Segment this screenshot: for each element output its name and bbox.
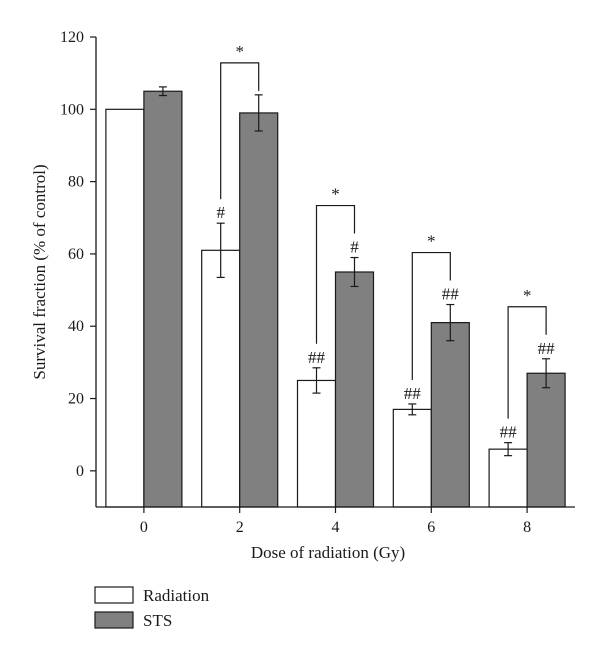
y-tick-label-20: 20: [68, 391, 84, 408]
significance-mark-radiation-2: #: [216, 203, 225, 222]
y-tick-label-80: 80: [68, 174, 84, 191]
plot-area: ############****: [105, 42, 566, 508]
legend-label-radiation: Radiation: [143, 586, 210, 605]
significance-mark-sts-8: ##: [538, 339, 556, 358]
comparison-bracket-2: [220, 62, 260, 200]
comparison-label-2: *: [235, 42, 244, 61]
y-tick-label-40: 40: [68, 318, 84, 335]
legend: Radiation STS: [94, 586, 210, 630]
significance-mark-radiation-4: ##: [308, 348, 326, 367]
comparison-bracket-4: [315, 204, 356, 344]
x-tick-label-2: 2: [236, 519, 244, 536]
bar-radiation-2: [201, 249, 241, 508]
significance-mark-radiation-8: ##: [500, 423, 518, 442]
significance-mark-radiation-6: ##: [404, 384, 422, 403]
bar-sts-8: [526, 372, 566, 508]
bar-radiation-8: [488, 448, 528, 508]
y-tick-label-120: 120: [60, 29, 84, 46]
bar-sts-0: [143, 90, 183, 508]
y-tick-label-0: 0: [76, 463, 84, 480]
significance-mark-sts-4: #: [350, 238, 359, 257]
x-tick-label-0: 0: [140, 519, 148, 536]
bar-radiation-6: [392, 408, 432, 508]
bar-sts-2: [239, 112, 279, 508]
comparison-bracket-8: [507, 306, 547, 419]
y-tick-label-60: 60: [68, 246, 84, 263]
bar-radiation-0: [105, 108, 145, 508]
axes: 0 20 40 60 80 100 120 0 2 4 6 8: [60, 29, 575, 536]
y-tick-label-100: 100: [60, 101, 84, 118]
significance-mark-sts-6: ##: [442, 285, 460, 304]
comparison-label-4: *: [331, 185, 340, 204]
bar-radiation-4: [296, 379, 337, 508]
bar-sts-4: [334, 271, 375, 508]
comparison-bracket-6: [411, 251, 451, 380]
x-tick-label-8: 8: [523, 519, 531, 536]
legend-swatch-sts: [94, 611, 134, 629]
legend-label-sts: STS: [143, 611, 172, 630]
comparison-label-8: *: [523, 286, 532, 305]
x-tick-label-6: 6: [427, 519, 435, 536]
y-axis-title: Survival fraction (% of control): [30, 164, 49, 379]
bar-sts-6: [430, 322, 470, 508]
comparison-label-6: *: [427, 232, 436, 251]
legend-swatch-radiation: [94, 586, 134, 604]
x-tick-label-4: 4: [332, 519, 340, 536]
x-axis-title: Dose of radiation (Gy): [251, 543, 405, 562]
